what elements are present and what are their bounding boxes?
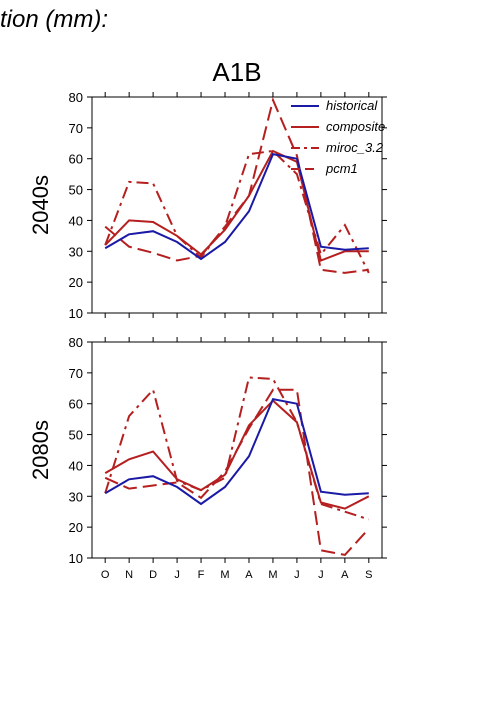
series-line-composite bbox=[104, 399, 370, 510]
series-line-miroc-3-2 bbox=[104, 149, 370, 274]
x-tick-label: J bbox=[318, 569, 324, 581]
x-tick-label: M bbox=[268, 569, 277, 581]
x-tick-label: A bbox=[341, 569, 349, 581]
legend-label-miroc-3-2: miroc_3.2 bbox=[326, 140, 384, 155]
y-tick-label: 40 bbox=[69, 458, 83, 473]
x-tick-label: F bbox=[198, 569, 205, 581]
panel-2040s: 10 20 30 40 50 60 70 80 2040s bbox=[28, 90, 387, 321]
x-tick-label: J bbox=[294, 569, 300, 581]
y-tick-label: 10 bbox=[69, 551, 83, 566]
series-line-historical bbox=[104, 397, 369, 506]
y-tick-label: 20 bbox=[69, 275, 83, 290]
x-tick-label: D bbox=[149, 569, 157, 581]
y-tick-label: 70 bbox=[69, 121, 83, 136]
y-tick-label: 10 bbox=[69, 306, 83, 321]
row-label: 2040s bbox=[28, 175, 53, 235]
legend-label-composite: composite bbox=[326, 119, 385, 134]
legend-label-historical: historical bbox=[326, 98, 378, 113]
row-label: 2080s bbox=[28, 420, 53, 480]
y-tick-label: 80 bbox=[69, 90, 83, 105]
panel-2080s: 10 20 30 40 50 60 70 80 O N D J F M A M J J A S 2080s bbox=[28, 335, 387, 581]
plot-frame bbox=[91, 96, 383, 314]
plot-frame bbox=[91, 341, 383, 559]
x-tick-label: J bbox=[174, 569, 180, 581]
x-tick-label: A bbox=[245, 569, 253, 581]
chart-legend: historical composite miroc_3.2 pcm1 bbox=[291, 98, 385, 176]
figure-header-title: tion (mm): bbox=[0, 6, 108, 33]
series-line-miroc-3-2 bbox=[104, 376, 370, 521]
y-tick-label: 60 bbox=[69, 152, 83, 167]
y-tick-label: 50 bbox=[69, 183, 83, 198]
series-line-historical bbox=[104, 152, 369, 261]
legend-label-pcm1: pcm1 bbox=[325, 161, 358, 176]
y-tick-label: 70 bbox=[69, 366, 83, 381]
y-tick-label: 30 bbox=[69, 489, 83, 504]
y-tick-label: 20 bbox=[69, 520, 83, 535]
y-tick-label: 80 bbox=[69, 335, 83, 350]
x-tick-label: O bbox=[101, 569, 110, 581]
y-tick-label: 30 bbox=[69, 244, 83, 259]
y-tick-label: 60 bbox=[69, 397, 83, 412]
x-tick-label: S bbox=[365, 569, 372, 581]
scenario-title: A1B bbox=[212, 57, 261, 87]
series-line-composite bbox=[104, 149, 369, 262]
x-tick-label: N bbox=[125, 569, 133, 581]
x-tick-label: M bbox=[220, 569, 229, 581]
y-tick-label: 40 bbox=[69, 213, 83, 228]
y-tick-label: 50 bbox=[69, 428, 83, 443]
